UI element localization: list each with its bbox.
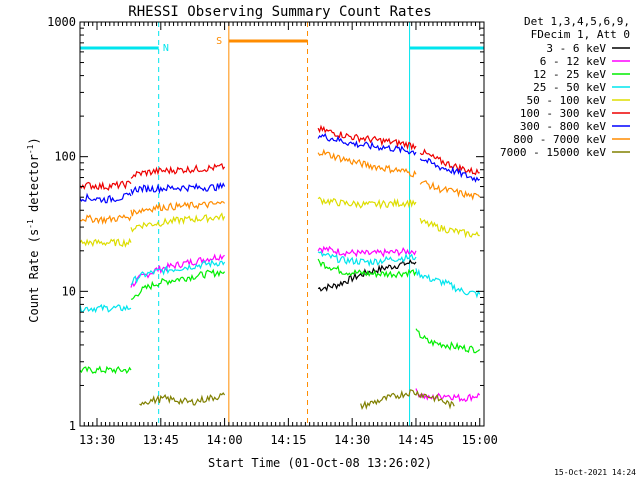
legend-entry-label-3: 25 - 50 keV <box>533 81 606 94</box>
annotation-s: S <box>216 36 222 47</box>
x-tick-label-4: 14:30 <box>334 433 370 447</box>
series-line-7-seg-3 <box>419 180 481 201</box>
series-line-6-seg-3 <box>419 157 481 183</box>
y-tick-label-0: 1 <box>69 419 76 433</box>
legend-entry-label-2: 12 - 25 keV <box>533 68 606 81</box>
data-series <box>79 124 481 411</box>
legend-header-line-1: Det 1,3,4,5,6,9, <box>524 15 630 28</box>
legend: Det 1,3,4,5,6,9, FDecim 1, Att 0 3 - 6 k… <box>500 15 630 159</box>
y-tick-label-3: 1000 <box>47 15 76 29</box>
series-line-8-seg-0 <box>139 392 226 406</box>
legend-entry-label-4: 50 - 100 keV <box>527 94 607 107</box>
y-axis-label-main: Count Rate (s <box>27 229 41 323</box>
plot-frame <box>79 21 485 427</box>
x-tick-label-3: 14:15 <box>270 433 306 447</box>
y-axis-label-sup2: -1 <box>26 144 35 154</box>
series-line-5-seg-0 <box>79 180 132 191</box>
series-line-3-seg-1 <box>130 259 226 286</box>
series-line-4-seg-3 <box>419 218 480 239</box>
legend-entry-label-8: 7000 - 15000 keV <box>500 146 606 159</box>
legend-entry-label-0: 3 - 6 keV <box>546 42 606 55</box>
x-tick-label-6: 15:00 <box>462 433 498 447</box>
x-axis-label: Start Time (01-Oct-08 13:26:02) <box>208 456 432 470</box>
x-tick-label-1: 13:45 <box>143 433 179 447</box>
series-line-6-seg-1 <box>130 182 226 196</box>
series-line-3-seg-0 <box>79 303 132 314</box>
annotation-n: N <box>163 43 169 54</box>
y-axis-label-sup1: -1 <box>26 219 35 229</box>
series-line-2-seg-2 <box>317 258 417 279</box>
x-tick-label-5: 14:45 <box>398 433 434 447</box>
series-line-7-seg-2 <box>317 148 417 178</box>
legend-entry-label-5: 100 - 300 keV <box>520 107 606 120</box>
series-line-7-seg-1 <box>130 201 226 217</box>
y-tick-label-2: 100 <box>54 150 76 164</box>
legend-header-line-2: FDecim 1, Att 0 <box>531 28 630 41</box>
y-axis-label-mid: detector <box>27 154 41 219</box>
x-tick-label-2: 14:00 <box>207 433 243 447</box>
series-line-6-seg-0 <box>79 192 132 204</box>
series-line-4-seg-2 <box>317 196 417 210</box>
axes: 13:30 13:45 14:00 14:15 14:30 14:45 15:00 1 10 10… <box>47 15 498 447</box>
y-axis-label-end: ) <box>27 137 41 144</box>
series-line-2-seg-0 <box>79 365 132 375</box>
footer-date: 15-Oct-2021 14:24 <box>554 468 636 477</box>
series-line-4-seg-0 <box>79 237 132 248</box>
series-line-7-seg-0 <box>79 214 132 226</box>
series-line-4-seg-1 <box>130 212 226 233</box>
series-line-6-seg-2 <box>317 132 417 156</box>
series-line-5-seg-2 <box>317 124 417 151</box>
series-line-3-seg-2 <box>317 251 417 268</box>
legend-entry-label-7: 800 - 7000 keV <box>513 133 606 146</box>
legend-entry-label-1: 6 - 12 keV <box>540 55 607 68</box>
series-line-8-seg-1 <box>360 389 455 411</box>
series-line-3-seg-3 <box>415 268 481 299</box>
series-line-2-seg-1 <box>130 268 226 300</box>
series-line-5-seg-1 <box>130 162 226 179</box>
y-axis-label: Count Rate (s-1 detector-1) <box>26 137 41 322</box>
chart-title: RHESSI Observing Summary Count Rates <box>128 4 431 20</box>
y-tick-label-1: 10 <box>62 284 76 298</box>
series-line-5-seg-3 <box>419 148 480 176</box>
interval-markers: NS <box>79 22 485 426</box>
x-tick-label-0: 13:30 <box>79 433 115 447</box>
series-line-2-seg-3 <box>415 328 481 354</box>
series-line-1-seg-2 <box>415 388 481 403</box>
legend-entry-label-6: 300 - 800 keV <box>520 120 606 133</box>
series-line-1-seg-1 <box>317 245 417 258</box>
